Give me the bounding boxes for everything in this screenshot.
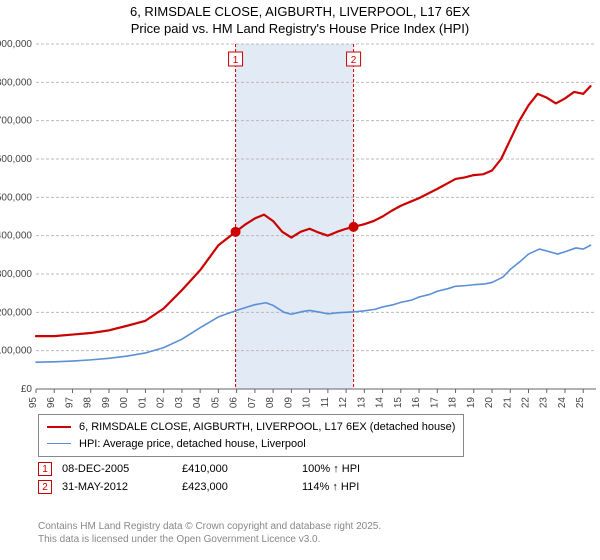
svg-text:2003: 2003 (174, 397, 185, 408)
title-line-2: Price paid vs. HM Land Registry's House … (0, 21, 600, 38)
event-pct: 100% ↑ HPI (302, 460, 370, 478)
svg-text:£700,000: £700,000 (0, 116, 32, 127)
events-table: 1 08-DEC-2005£410,000100% ↑ HPI 2 31-MAY-20… (38, 460, 370, 496)
svg-text:2013: 2013 (356, 397, 367, 408)
svg-text:2009: 2009 (283, 397, 294, 408)
svg-text:1997: 1997 (64, 397, 75, 408)
svg-text:1998: 1998 (83, 397, 94, 408)
svg-text:1999: 1999 (101, 397, 112, 408)
legend-label: HPI: Average price, detached house, Live… (79, 436, 306, 453)
svg-text:£600,000: £600,000 (0, 154, 32, 165)
svg-text:2008: 2008 (265, 397, 276, 408)
event-row: 2 31-MAY-2012£423,000114% ↑ HPI (38, 478, 370, 496)
legend-swatch (47, 443, 71, 444)
chart-plot-area: £0 £100,000 £200,000 £300,000 £400,000 £500,0… (0, 38, 600, 408)
legend-label: 6, RIMSDALE CLOSE, AIGBURTH, LIVERPOOL, … (79, 419, 455, 436)
event-badge: 2 (38, 480, 52, 494)
legend-swatch (47, 426, 71, 428)
event-badge: 1 (38, 462, 52, 476)
svg-text:£300,000: £300,000 (0, 269, 32, 280)
svg-text:£900,000: £900,000 (0, 39, 32, 50)
svg-text:2007: 2007 (247, 397, 258, 408)
svg-text:£0: £0 (21, 384, 33, 395)
event-pct: 114% ↑ HPI (302, 478, 370, 496)
chart-container: 6, RIMSDALE CLOSE, AIGBURTH, LIVERPOOL, … (0, 0, 600, 560)
svg-text:2023: 2023 (539, 397, 550, 408)
svg-text:2016: 2016 (411, 397, 422, 408)
event-date: 31-MAY-2012 (62, 478, 182, 496)
svg-text:£400,000: £400,000 (0, 231, 32, 242)
svg-text:2002: 2002 (156, 397, 167, 408)
svg-text:2018: 2018 (448, 397, 459, 408)
svg-text:1: 1 (233, 55, 239, 66)
svg-text:2022: 2022 (521, 397, 532, 408)
svg-text:2000: 2000 (119, 397, 130, 408)
svg-text:2021: 2021 (502, 397, 513, 408)
chart-title: 6, RIMSDALE CLOSE, AIGBURTH, LIVERPOOL, … (0, 0, 600, 38)
event-date: 08-DEC-2005 (62, 460, 182, 478)
svg-text:2006: 2006 (229, 397, 240, 408)
svg-text:2010: 2010 (302, 397, 313, 408)
svg-text:£100,000: £100,000 (0, 346, 32, 357)
chart-svg: £0 £100,000 £200,000 £300,000 £400,000 £500,0… (0, 38, 600, 408)
svg-text:2020: 2020 (484, 397, 495, 408)
attribution: Contains HM Land Registry data © Crown c… (38, 520, 381, 546)
event-row: 1 08-DEC-2005£410,000100% ↑ HPI (38, 460, 370, 478)
svg-text:2025: 2025 (575, 397, 586, 408)
event-price: £423,000 (182, 478, 302, 496)
attribution-line-1: Contains HM Land Registry data © Crown c… (38, 520, 381, 533)
svg-text:2005: 2005 (210, 397, 221, 408)
svg-text:1995: 1995 (28, 397, 39, 408)
attribution-line-2: This data is licensed under the Open Gov… (38, 533, 381, 546)
svg-text:2011: 2011 (320, 397, 331, 408)
title-line-1: 6, RIMSDALE CLOSE, AIGBURTH, LIVERPOOL, … (0, 4, 600, 21)
svg-text:£800,000: £800,000 (0, 77, 32, 88)
svg-text:£200,000: £200,000 (0, 307, 32, 318)
svg-text:2019: 2019 (466, 397, 477, 408)
svg-text:2: 2 (351, 55, 357, 66)
svg-text:2012: 2012 (338, 397, 349, 408)
svg-text:2001: 2001 (137, 397, 148, 408)
svg-text:2024: 2024 (557, 397, 568, 408)
legend: 6, RIMSDALE CLOSE, AIGBURTH, LIVERPOOL, … (38, 414, 464, 457)
svg-text:2004: 2004 (192, 397, 203, 408)
legend-row: HPI: Average price, detached house, Live… (47, 436, 455, 453)
svg-text:2014: 2014 (375, 397, 386, 408)
svg-text:2017: 2017 (429, 397, 440, 408)
svg-text:£500,000: £500,000 (0, 192, 32, 203)
svg-text:2015: 2015 (393, 397, 404, 408)
event-price: £410,000 (182, 460, 302, 478)
svg-text:1996: 1996 (46, 397, 57, 408)
legend-row: 6, RIMSDALE CLOSE, AIGBURTH, LIVERPOOL, … (47, 419, 455, 436)
